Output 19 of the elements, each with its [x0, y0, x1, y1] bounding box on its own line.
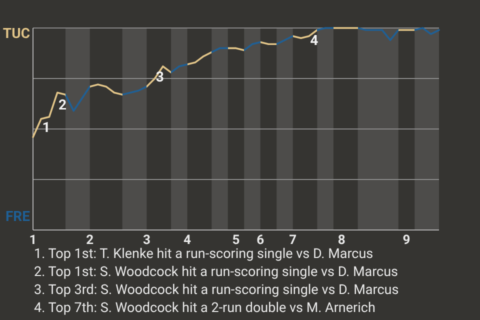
x-tick-label: 2 — [86, 233, 94, 248]
annotation: 1 — [42, 120, 50, 136]
text: 2. Top 1st: S. Woodcock hit a run-scoring single vs D. Marcus — [34, 264, 398, 280]
annotation: 4 — [310, 33, 318, 50]
annotation: 2 — [58, 98, 67, 114]
text: 3. Top 3rd: S. Woodcock hit a run-scoring single vs D. Marcus — [34, 282, 399, 298]
x-tick-label: 1 — [29, 233, 37, 248]
text: TUC — [2, 26, 30, 42]
x-tick-label: 9 — [402, 233, 410, 248]
x-tick-label: 8 — [338, 233, 346, 248]
x-tick-label: 3 — [142, 233, 150, 248]
x-tick-label: 5 — [232, 233, 240, 248]
text: 4. Top 7th: S. Woodcock hit a 2-run double vs M. Arnerich — [34, 300, 376, 316]
x-tick-label: 6 — [256, 233, 265, 248]
annotation: 3 — [156, 69, 164, 86]
text: 1. Top 1st: T. Klenke hit a run-scoring single vs D. Marcus — [34, 246, 374, 262]
x-tick-label: 4 — [184, 233, 192, 248]
x-tick-label: 7 — [289, 233, 297, 248]
text: FRE — [5, 208, 30, 225]
